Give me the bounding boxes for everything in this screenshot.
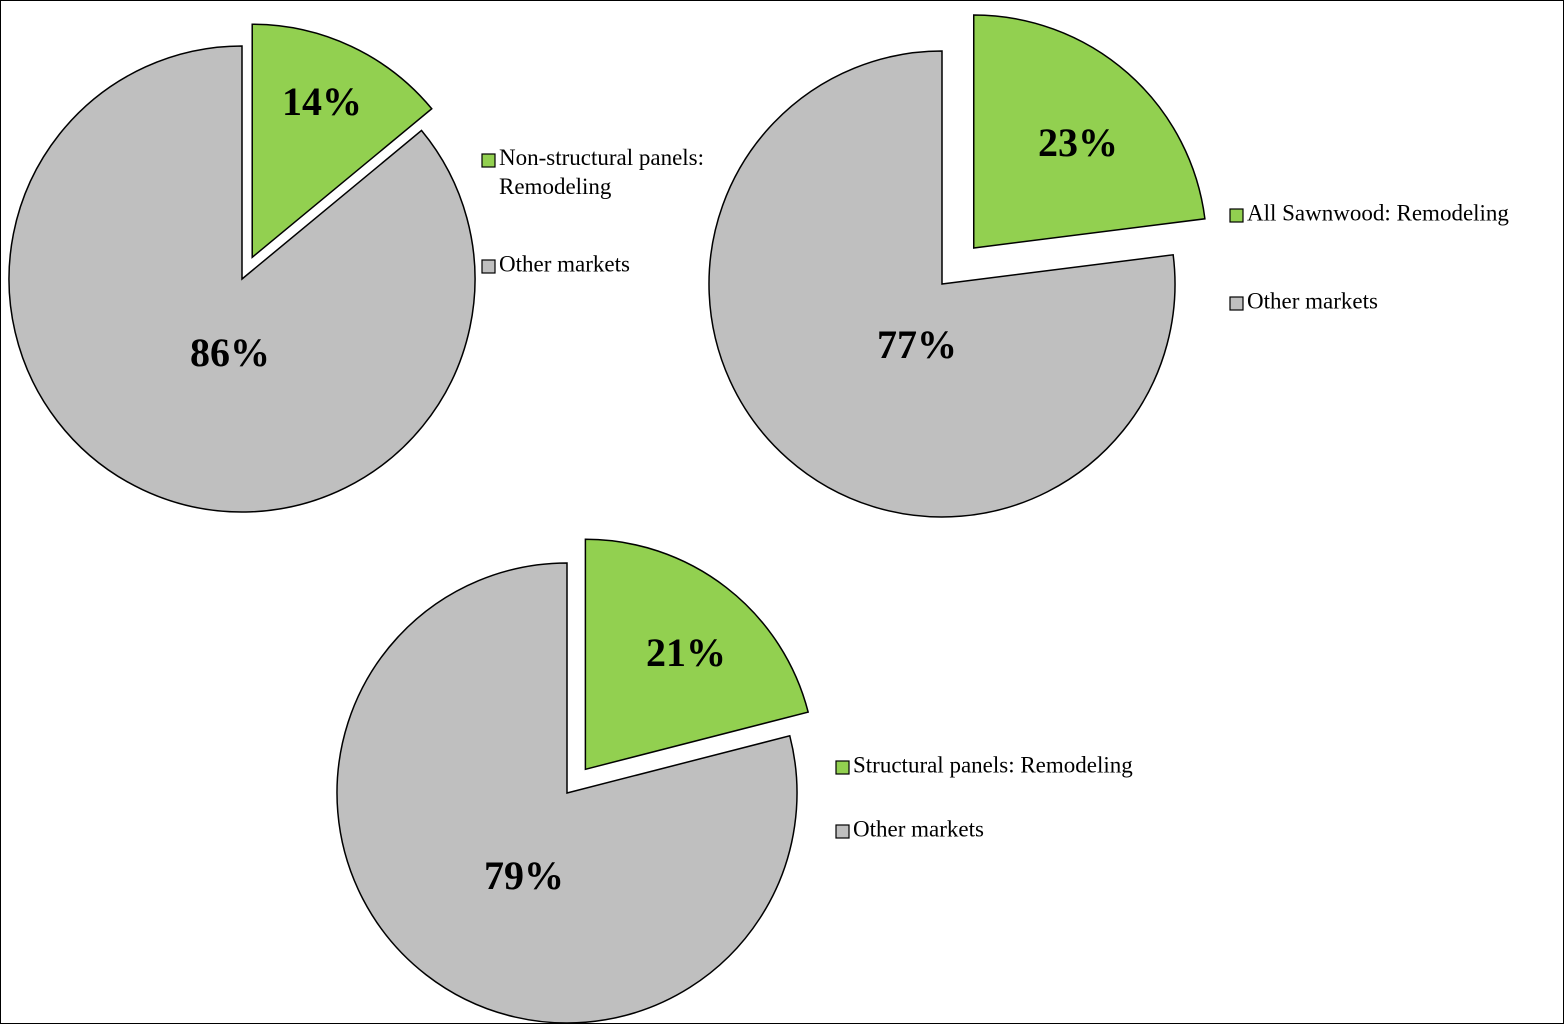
legend-swatch: [1229, 208, 1244, 223]
pie-data-label: 14%: [282, 79, 362, 124]
pie-slice-non-structural-panels-remodeling: [251, 23, 433, 259]
legend-label: Non-structural panels: Remodeling: [499, 145, 704, 199]
legend-swatch: [835, 760, 850, 775]
legend-label: Other markets: [1247, 288, 1378, 313]
pie-legend: Structural panels: Remodeling Other marke…: [835, 752, 1133, 841]
legend-label: Other markets: [499, 251, 630, 276]
pie-slice-structural-panels-remodeling: [584, 538, 810, 771]
legend-swatch: [835, 824, 850, 839]
legend-swatch: [481, 259, 496, 274]
pie-data-label: 77%: [877, 322, 957, 367]
pie-slice-other-markets: [336, 562, 798, 1024]
pie-legend: Non-structural panels: Remodeling Other ma…: [481, 145, 704, 276]
pie-chart-3: 21% 79% Structural panels: Remodeling Other…: [336, 538, 1133, 1024]
pie-data-label: 79%: [484, 853, 564, 898]
pie-slice-other-markets: [8, 45, 476, 513]
pie-slice-other-markets: [708, 50, 1176, 518]
pie-chart-1: 14% 86% Non-structural panels: Remodeling Ot…: [8, 23, 704, 513]
legend-swatch: [481, 153, 496, 168]
legend-swatch: [1229, 296, 1244, 311]
pie-slice-all-sawnwood-remodeling: [972, 14, 1206, 249]
pie-data-label: 86%: [190, 330, 270, 375]
legend-label: Structural panels: Remodeling: [853, 752, 1133, 777]
pie-legend: All Sawnwood: Remodeling Other markets: [1229, 200, 1509, 313]
pie-data-label: 23%: [1038, 120, 1118, 165]
legend-label: All Sawnwood: Remodeling: [1247, 200, 1509, 225]
legend-label: Other markets: [853, 816, 984, 841]
pie-chart-2: 23% 77% All Sawnwood: Remodeling Other mark…: [708, 14, 1509, 518]
pie-data-label: 21%: [646, 630, 726, 675]
